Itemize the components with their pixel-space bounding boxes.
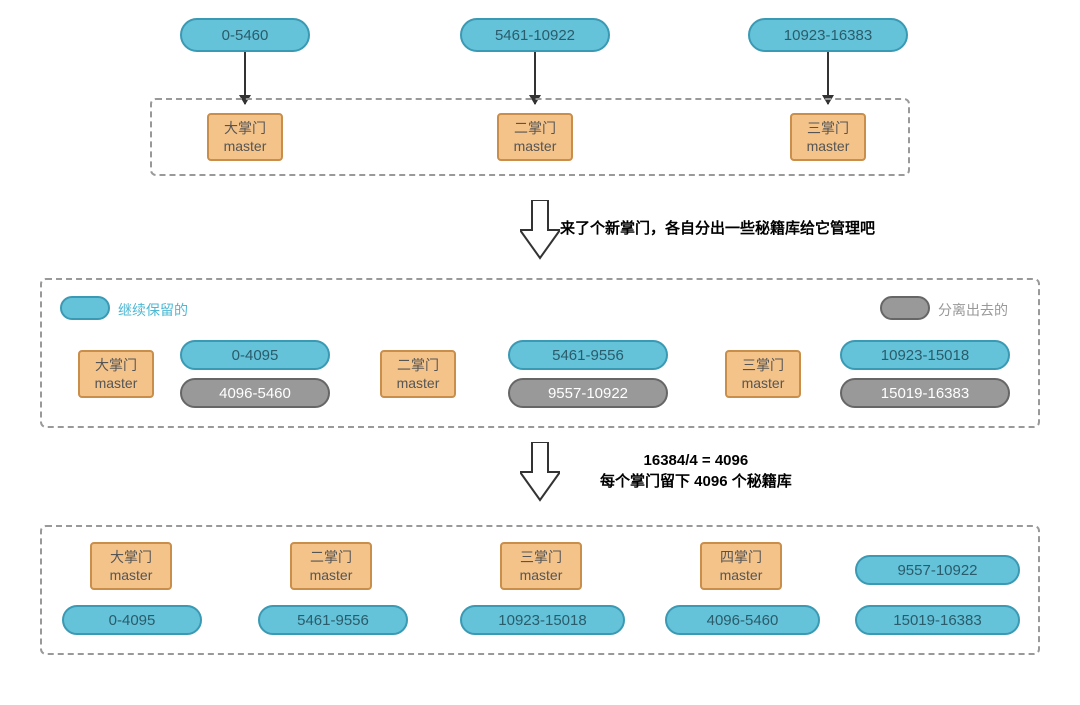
slot-keep-pill: 10923-15018 xyxy=(840,340,1010,370)
legend-split-pill xyxy=(880,296,930,320)
arrow-icon xyxy=(827,52,829,104)
slot-pill: 10923-15018 xyxy=(460,605,625,635)
master-sub: master xyxy=(742,374,785,392)
master-title: 二掌门 xyxy=(310,548,352,566)
slot-pill: 5461-10922 xyxy=(460,18,610,52)
flow-arrow-icon xyxy=(520,200,560,260)
master-sub: master xyxy=(95,374,138,392)
master-sub: master xyxy=(110,566,153,584)
slot-pill: 5461-9556 xyxy=(258,605,408,635)
master-title: 四掌门 xyxy=(720,548,762,566)
master-node: 二掌门 master xyxy=(497,113,573,161)
master-sub: master xyxy=(520,566,563,584)
master-title: 三掌门 xyxy=(742,356,784,374)
master-title: 三掌门 xyxy=(807,119,849,137)
master-node: 大掌门 master xyxy=(90,542,172,590)
legend-keep-pill xyxy=(60,296,110,320)
annotation-text: 来了个新掌门，各自分出一些秘籍库给它管理吧 xyxy=(560,218,875,239)
slot-pill: 15019-16383 xyxy=(855,605,1020,635)
slot-pill: 0-4095 xyxy=(62,605,202,635)
master-sub: master xyxy=(807,137,850,155)
master-node: 三掌门 master xyxy=(500,542,582,590)
master-title: 大掌门 xyxy=(224,119,266,137)
arrow-icon xyxy=(244,52,246,104)
master-node: 大掌门 master xyxy=(207,113,283,161)
master-sub: master xyxy=(720,566,763,584)
slot-pill: 4096-5460 xyxy=(665,605,820,635)
legend-split-label: 分离出去的 xyxy=(938,300,1008,320)
master-title: 大掌门 xyxy=(110,548,152,566)
master-title: 大掌门 xyxy=(95,356,137,374)
master-sub: master xyxy=(310,566,353,584)
master-node: 四掌门 master xyxy=(700,542,782,590)
master-node: 大掌门 master xyxy=(78,350,154,398)
slot-pill: 10923-16383 xyxy=(748,18,908,52)
slot-keep-pill: 5461-9556 xyxy=(508,340,668,370)
master-title: 二掌门 xyxy=(397,356,439,374)
master-node: 二掌门 master xyxy=(380,350,456,398)
flow-arrow-icon xyxy=(520,442,560,502)
annotation-text: 16384/4 = 4096 每个掌门留下 4096 个秘籍库 xyxy=(600,450,792,492)
slot-split-pill: 4096-5460 xyxy=(180,378,330,408)
slot-pill: 9557-10922 xyxy=(855,555,1020,585)
legend-keep-label: 继续保留的 xyxy=(118,300,188,320)
slot-split-pill: 15019-16383 xyxy=(840,378,1010,408)
slot-split-pill: 9557-10922 xyxy=(508,378,668,408)
master-sub: master xyxy=(224,137,267,155)
master-node: 三掌门 master xyxy=(790,113,866,161)
master-title: 三掌门 xyxy=(520,548,562,566)
slot-pill: 0-5460 xyxy=(180,18,310,52)
master-node: 二掌门 master xyxy=(290,542,372,590)
master-sub: master xyxy=(514,137,557,155)
annotation-line: 16384/4 = 4096 xyxy=(600,450,792,471)
master-node: 三掌门 master xyxy=(725,350,801,398)
slot-keep-pill: 0-4095 xyxy=(180,340,330,370)
arrow-icon xyxy=(534,52,536,104)
master-title: 二掌门 xyxy=(514,119,556,137)
master-sub: master xyxy=(397,374,440,392)
annotation-line: 每个掌门留下 4096 个秘籍库 xyxy=(600,471,792,492)
